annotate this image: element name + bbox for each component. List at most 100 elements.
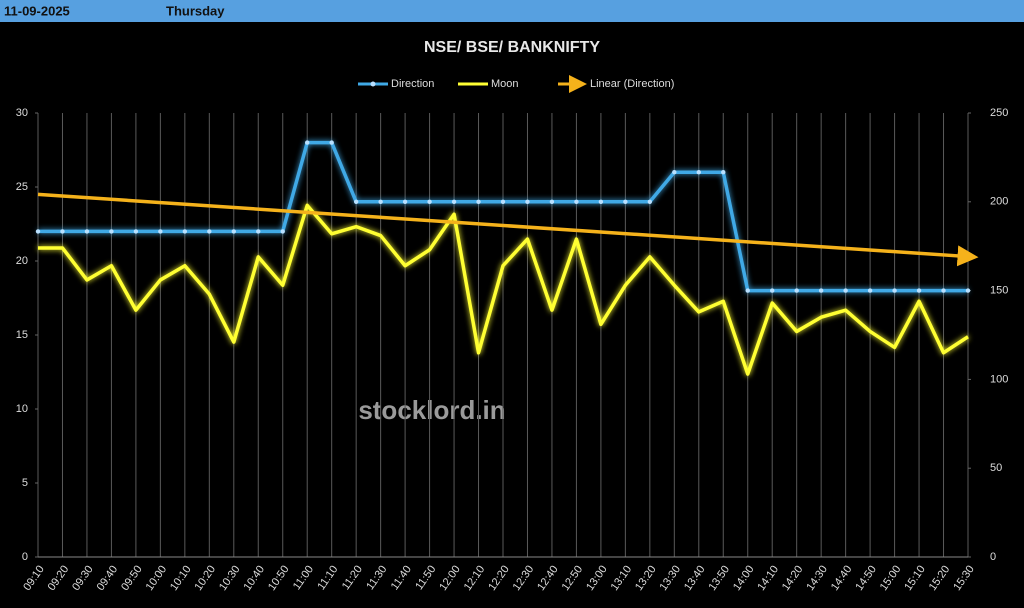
x-tick-label: 13:50 — [706, 564, 732, 593]
point — [696, 170, 701, 175]
point — [329, 140, 334, 145]
y-tick-label: 25 — [16, 181, 28, 193]
y2-tick-label: 250 — [990, 107, 1008, 119]
x-tick-label: 14:20 — [780, 564, 806, 593]
y-tick-label: 20 — [16, 255, 28, 267]
x-tick-label: 14:40 — [829, 564, 855, 593]
y-tick-label: 10 — [16, 403, 28, 415]
x-tick-label: 09:30 — [70, 564, 96, 593]
x-tick-label: 15:30 — [951, 564, 977, 593]
point — [770, 288, 775, 293]
x-tick-label: 12:10 — [462, 564, 488, 593]
point — [60, 229, 65, 234]
y-tick-label: 5 — [22, 477, 28, 489]
x-tick-label: 13:00 — [584, 564, 610, 593]
watermark: stocklord.in — [358, 395, 505, 425]
point — [745, 288, 750, 293]
x-tick-label: 11:30 — [364, 564, 389, 593]
x-tick-label: 14:10 — [755, 564, 781, 593]
point — [158, 229, 163, 234]
header-day: Thursday — [166, 3, 225, 18]
point — [84, 229, 90, 234]
point — [549, 199, 555, 204]
x-tick-label: 09:50 — [119, 564, 145, 593]
x-tick-label: 11:40 — [389, 564, 414, 593]
point — [109, 229, 114, 234]
legend-dot — [370, 81, 376, 87]
y-tick-label: 0 — [22, 551, 28, 563]
point — [353, 199, 359, 204]
point — [402, 199, 408, 204]
point — [916, 288, 922, 293]
point — [35, 229, 41, 234]
point — [500, 199, 506, 204]
x-tick-label: 13:40 — [682, 564, 708, 593]
y2-tick-label: 50 — [990, 462, 1002, 474]
point — [280, 229, 285, 234]
x-tick-label: 14:00 — [731, 564, 757, 593]
point — [623, 199, 628, 204]
point — [207, 229, 212, 234]
point — [231, 229, 236, 234]
point — [843, 288, 848, 293]
point — [598, 199, 604, 204]
x-tick-label: 12:20 — [486, 564, 512, 593]
point — [721, 170, 726, 175]
point — [133, 229, 139, 234]
point — [941, 288, 946, 293]
x-tick-label: 10:00 — [144, 564, 170, 593]
point — [451, 199, 457, 204]
point — [818, 288, 824, 293]
x-tick-label: 13:20 — [633, 564, 659, 593]
x-tick-label: 10:40 — [241, 564, 267, 593]
point — [672, 170, 677, 175]
point — [182, 229, 188, 234]
y2-tick-label: 150 — [990, 285, 1008, 297]
x-tick-label: 14:30 — [804, 564, 830, 593]
x-tick-label: 09:10 — [21, 564, 47, 593]
point — [476, 199, 481, 204]
point — [647, 199, 653, 204]
point — [574, 199, 579, 204]
point — [794, 288, 799, 293]
y2-tick-label: 0 — [990, 551, 996, 563]
x-tick-label: 11:00 — [291, 564, 316, 593]
x-tick-label: 09:20 — [46, 564, 72, 593]
legend-label: Direction — [391, 78, 434, 90]
x-tick-label: 12:50 — [560, 564, 586, 593]
x-tick-label: 10:20 — [193, 564, 219, 593]
x-tick-label: 09:40 — [95, 564, 121, 593]
x-tick-label: 13:10 — [609, 564, 635, 593]
y2-tick-label: 100 — [990, 373, 1008, 385]
series-line — [38, 203, 969, 376]
x-tick-label: 15:20 — [927, 564, 953, 593]
x-tick-label: 12:40 — [535, 564, 561, 593]
x-tick-label: 15:00 — [878, 564, 904, 593]
chart-title: NSE/ BSE/ BANKNIFTY — [424, 39, 600, 56]
legend-label: Linear (Direction) — [590, 78, 674, 90]
x-tick-label: 14:50 — [853, 564, 879, 593]
y2-tick-label: 200 — [990, 196, 1008, 208]
x-tick-label: 11:50 — [413, 564, 438, 593]
x-tick-label: 10:30 — [217, 564, 243, 593]
point — [867, 288, 873, 293]
x-tick-label: 11:10 — [315, 564, 340, 593]
point — [256, 229, 261, 234]
x-tick-label: 13:30 — [658, 564, 684, 593]
legend-label: Moon — [491, 78, 519, 90]
point — [305, 140, 310, 145]
x-tick-label: 11:20 — [340, 564, 365, 593]
header-date: 11-09-2025 — [4, 3, 70, 18]
y-tick-label: 15 — [16, 329, 28, 341]
x-tick-label: 10:50 — [266, 564, 292, 593]
point — [427, 199, 432, 204]
point — [965, 288, 971, 293]
x-tick-label: 10:10 — [168, 564, 194, 593]
point — [378, 199, 383, 204]
y-tick-label: 30 — [16, 107, 28, 119]
x-tick-label: 12:30 — [511, 564, 537, 593]
point — [892, 288, 897, 293]
x-tick-label: 15:10 — [902, 564, 928, 593]
x-tick-label: 12:00 — [437, 564, 463, 593]
